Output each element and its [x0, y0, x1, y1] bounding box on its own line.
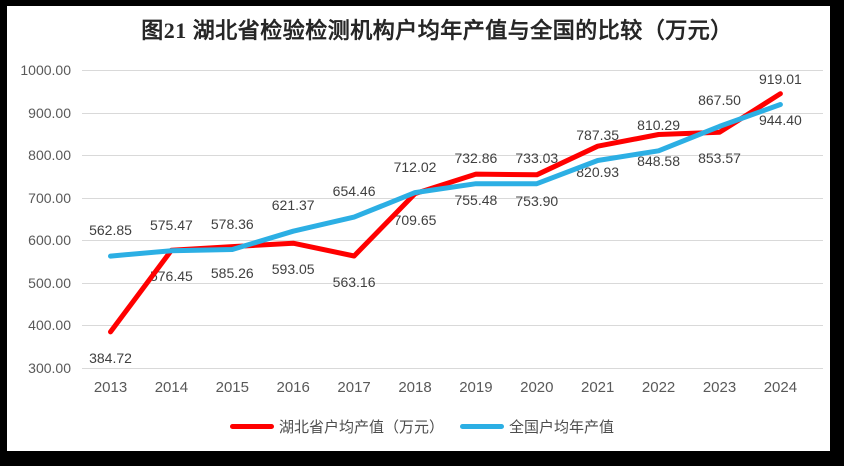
x-axis-tick-label: 2024 [763, 379, 798, 396]
data-point-label: 712.02 [393, 158, 437, 175]
frame-border-bottom [0, 451, 844, 466]
data-point-label: 853.57 [698, 150, 741, 167]
data-point-label: 709.65 [393, 211, 437, 228]
gridline [82, 112, 823, 114]
frame-border-left [0, 0, 7, 466]
data-point-label: 755.48 [454, 192, 498, 209]
legend-item-national: 全国户均年产值 [460, 416, 614, 437]
y-axis-tick-label: 700.00 [28, 189, 71, 206]
gridline [82, 368, 823, 369]
frame-border-right [830, 0, 844, 466]
x-axis-tick-label: 2023 [702, 379, 737, 396]
data-point-label: 384.72 [89, 349, 132, 366]
data-point-label: 944.40 [758, 111, 802, 128]
y-axis-tick-label: 800.00 [28, 147, 71, 164]
x-axis-tick-label: 2021 [581, 379, 615, 396]
data-point-label: 820.93 [576, 164, 620, 181]
data-point-label: 732.86 [454, 149, 498, 166]
data-point-label: 810.29 [637, 116, 681, 133]
data-point-label: 585.26 [210, 264, 254, 281]
x-axis-tick-label: 2013 [93, 379, 128, 396]
x-axis-tick-label: 2017 [337, 379, 371, 396]
data-point-label: 733.03 [515, 149, 559, 166]
legend-item-hubei: 湖北省户均产值（万元） [229, 416, 444, 437]
legend-line-sample-blue [460, 423, 504, 429]
gridline [82, 197, 823, 199]
data-point-label: 621.37 [271, 197, 315, 214]
data-point-label: 867.50 [698, 92, 741, 109]
data-point-label: 575.47 [149, 216, 193, 233]
gridline [82, 282, 823, 284]
legend-label-hubei: 湖北省户均产值（万元） [278, 418, 444, 436]
chart-title: 图21 湖北省检验检测机构户均年产值与全国的比较（万元） [141, 18, 733, 43]
legend-label-national: 全国户均年产值 [509, 418, 615, 436]
x-axis-tick-label: 2018 [398, 379, 432, 396]
data-point-label: 562.85 [89, 222, 132, 239]
data-point-label: 578.36 [210, 215, 254, 232]
data-point-label: 593.05 [271, 261, 315, 278]
x-axis-tick-label: 2019 [459, 379, 493, 396]
x-axis-tick-label: 2022 [641, 379, 676, 396]
x-axis-tick-label: 2020 [520, 379, 554, 396]
data-point-label: 848.58 [637, 152, 681, 169]
y-axis-tick-label: 400.00 [28, 317, 71, 334]
data-point-label: 919.01 [758, 70, 802, 87]
data-point-label: 787.35 [576, 126, 620, 143]
y-axis-tick-label: 600.00 [28, 232, 71, 249]
x-axis-tick-label: 2014 [154, 379, 189, 396]
x-axis-tick-label: 2015 [215, 379, 249, 396]
data-point-label: 654.46 [332, 183, 376, 200]
y-axis-tick-label: 1000.00 [20, 62, 71, 78]
data-point-label: 563.16 [332, 274, 376, 290]
chart-legend: 湖北省户均产值（万元） 全国户均年产值 [0, 416, 844, 436]
gridline [82, 70, 823, 71]
data-point-label: 576.45 [149, 268, 193, 285]
data-point-label: 753.90 [515, 192, 559, 209]
y-axis-tick-label: 900.00 [28, 104, 71, 121]
y-axis-tick-label: 300.00 [28, 360, 71, 376]
legend-line-sample-red [229, 423, 274, 429]
frame-border-top [0, 0, 844, 6]
y-axis-tick-label: 500.00 [28, 274, 71, 291]
x-axis-tick-label: 2016 [276, 379, 310, 396]
gridline [82, 240, 823, 242]
gridline [82, 325, 823, 327]
